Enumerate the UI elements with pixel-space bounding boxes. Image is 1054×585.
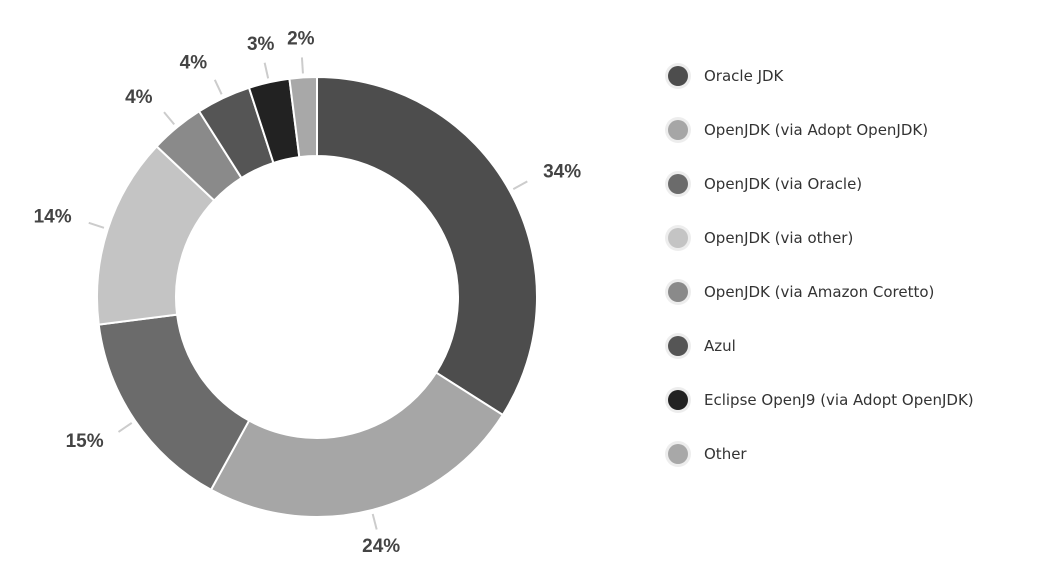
leader-line-openjdk-via-oracle <box>117 422 133 433</box>
legend-item-openjdk-via-oracle: OpenJDK (via Oracle) <box>668 170 974 197</box>
legend-label: OpenJDK (via other) <box>704 228 854 247</box>
slice-other <box>288 75 318 159</box>
legend-item-openjdk-via-adopt-openjdk: OpenJDK (via Adopt OpenJDK) <box>668 116 974 143</box>
legend: Oracle JDK OpenJDK (via Adopt OpenJDK) Ope… <box>668 62 974 494</box>
legend-swatch-icon <box>668 335 688 356</box>
pct-label-openjdk-via-amazon-coretto: 4% <box>125 87 153 108</box>
pct-label-openjdk-via-other: 14% <box>34 206 72 227</box>
legend-swatch-icon <box>668 65 688 86</box>
pct-label-eclipse-openj9-via-adopt-openjdk: 3% <box>247 34 275 55</box>
legend-label: OpenJDK (via Oracle) <box>704 174 863 193</box>
legend-item-other: Other <box>668 440 974 467</box>
legend-label: Other <box>704 444 747 463</box>
legend-label: OpenJDK (via Adopt OpenJDK) <box>704 120 929 139</box>
pct-label-other: 2% <box>287 29 315 50</box>
pct-label-openjdk-via-oracle: 15% <box>66 431 104 452</box>
pct-label-openjdk-via-adopt-openjdk: 24% <box>362 536 400 557</box>
leader-line-eclipse-openj9-via-adopt-openjdk <box>263 62 270 79</box>
legend-swatch-icon <box>668 443 688 464</box>
slice-oracle-jdk <box>316 75 538 417</box>
leader-line-oracle-jdk <box>512 180 528 190</box>
leader-line-azul <box>213 79 223 95</box>
legend-swatch-icon <box>668 281 688 302</box>
leader-line-openjdk-via-other <box>88 221 105 229</box>
legend-label: Eclipse OpenJ9 (via Adopt OpenJDK) <box>704 390 974 409</box>
legend-swatch-icon <box>668 173 688 194</box>
legend-swatch-icon <box>668 119 688 140</box>
slice-openjdk-via-adopt-openjdk <box>209 371 505 518</box>
slice-openjdk-via-oracle <box>97 313 251 492</box>
legend-label: Azul <box>704 336 736 355</box>
leader-line-openjdk-via-amazon-coretto <box>163 111 175 126</box>
legend-item-openjdk-via-amazon-coretto: OpenJDK (via Amazon Coretto) <box>668 278 974 305</box>
donut-slices <box>96 75 538 518</box>
leader-line-openjdk-via-adopt-openjdk <box>371 513 378 530</box>
legend-item-openjdk-via-other: OpenJDK (via other) <box>668 224 974 251</box>
legend-item-oracle-jdk: Oracle JDK <box>668 62 974 89</box>
percentage-labels: 34% 24% 15% 14% 4% 4% 3% 2% <box>34 29 582 557</box>
legend-swatch-icon <box>668 227 688 248</box>
legend-label: Oracle JDK <box>704 66 784 85</box>
legend-item-eclipse-openj9-via-adopt-openjdk: Eclipse OpenJ9 (via Adopt OpenJDK) <box>668 386 974 413</box>
legend-label: OpenJDK (via Amazon Coretto) <box>704 282 935 301</box>
legend-item-azul: Azul <box>668 332 974 359</box>
leader-lines <box>88 57 528 530</box>
pct-label-azul: 4% <box>180 53 208 74</box>
pct-label-oracle-jdk: 34% <box>543 162 581 183</box>
leader-line-other <box>300 57 304 74</box>
legend-swatch-icon <box>668 389 688 410</box>
